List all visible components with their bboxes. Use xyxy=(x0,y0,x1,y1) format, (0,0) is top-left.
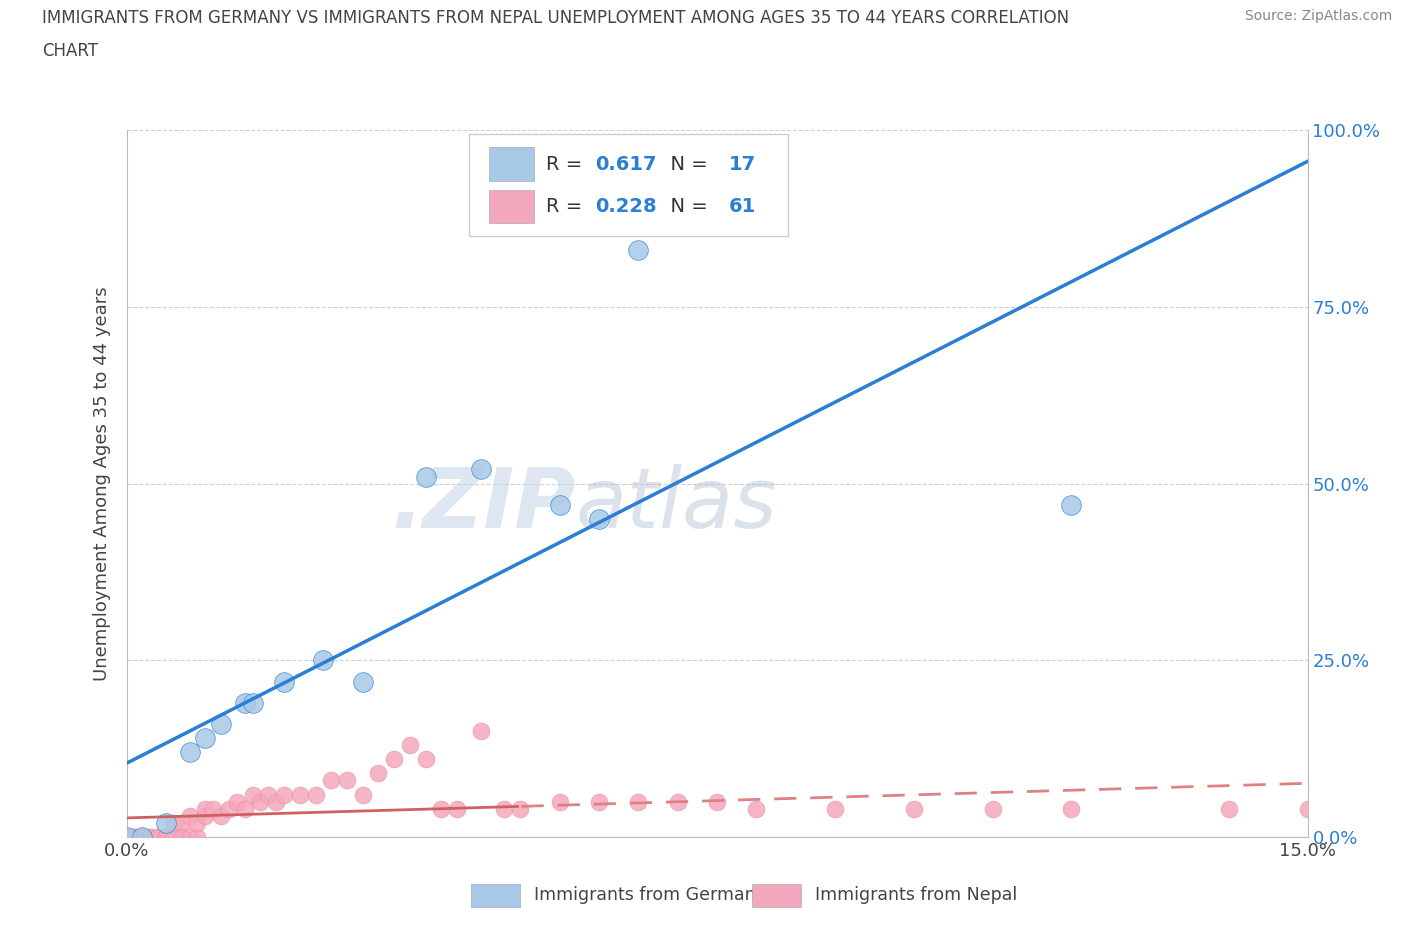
Point xyxy=(124,830,146,844)
Point xyxy=(1296,802,1319,817)
Text: N =: N = xyxy=(658,154,714,174)
Point xyxy=(202,802,225,817)
Point xyxy=(288,787,311,802)
Text: atlas: atlas xyxy=(575,464,778,545)
Point xyxy=(179,745,201,760)
Point xyxy=(209,716,232,731)
Point xyxy=(548,794,571,809)
Point xyxy=(194,808,217,823)
Point xyxy=(415,469,437,484)
Text: 0.617: 0.617 xyxy=(595,154,657,174)
Point xyxy=(627,794,650,809)
Point xyxy=(304,787,326,802)
Point xyxy=(131,830,153,844)
Point xyxy=(321,773,343,788)
Point xyxy=(115,830,138,844)
Text: 17: 17 xyxy=(728,154,756,174)
Point xyxy=(1060,802,1083,817)
Point xyxy=(131,830,153,844)
Point xyxy=(470,724,492,738)
Text: Source: ZipAtlas.com: Source: ZipAtlas.com xyxy=(1244,9,1392,23)
Point xyxy=(233,802,256,817)
Point xyxy=(627,243,650,258)
Point xyxy=(155,830,177,844)
FancyBboxPatch shape xyxy=(470,134,787,236)
Text: 0.228: 0.228 xyxy=(595,197,657,216)
Point xyxy=(233,696,256,711)
Text: .ZIP: .ZIP xyxy=(391,464,575,545)
Point xyxy=(1060,498,1083,512)
Point xyxy=(824,802,846,817)
Point xyxy=(509,802,531,817)
Text: Immigrants from Nepal: Immigrants from Nepal xyxy=(815,885,1018,904)
Point xyxy=(367,766,389,781)
Point xyxy=(446,802,468,817)
Point xyxy=(139,830,162,844)
Point xyxy=(131,830,153,844)
Point xyxy=(249,794,271,809)
Point xyxy=(706,794,728,809)
Point xyxy=(155,816,177,830)
FancyBboxPatch shape xyxy=(489,190,534,223)
Point xyxy=(170,830,193,844)
Point xyxy=(131,830,153,844)
Point xyxy=(415,751,437,766)
Point xyxy=(115,830,138,844)
Point xyxy=(1218,802,1240,817)
Point xyxy=(312,653,335,668)
Point xyxy=(194,802,217,817)
Point xyxy=(225,794,247,809)
Point xyxy=(264,794,287,809)
Point xyxy=(209,808,232,823)
Point xyxy=(588,512,610,526)
Point xyxy=(146,830,169,844)
Point xyxy=(155,830,177,844)
Text: 61: 61 xyxy=(728,197,756,216)
Point xyxy=(146,830,169,844)
Point xyxy=(139,830,162,844)
Text: IMMIGRANTS FROM GERMANY VS IMMIGRANTS FROM NEPAL UNEMPLOYMENT AMONG AGES 35 TO 4: IMMIGRANTS FROM GERMANY VS IMMIGRANTS FR… xyxy=(42,9,1070,27)
Point xyxy=(588,794,610,809)
Point xyxy=(273,787,295,802)
Point xyxy=(242,787,264,802)
Text: N =: N = xyxy=(658,197,714,216)
Point xyxy=(382,751,405,766)
Point xyxy=(399,737,422,752)
Point xyxy=(470,462,492,477)
Text: Immigrants from Germany: Immigrants from Germany xyxy=(534,885,766,904)
Point xyxy=(257,787,280,802)
Point xyxy=(273,674,295,689)
Point xyxy=(745,802,768,817)
Point xyxy=(903,802,925,817)
Text: CHART: CHART xyxy=(42,42,98,60)
Text: R =: R = xyxy=(546,154,588,174)
Point xyxy=(186,816,208,830)
Point xyxy=(179,830,201,844)
Point xyxy=(124,830,146,844)
Point xyxy=(336,773,359,788)
Point xyxy=(124,830,146,844)
Point xyxy=(194,731,217,746)
Point xyxy=(170,816,193,830)
Point xyxy=(548,498,571,512)
Point xyxy=(186,830,208,844)
Point xyxy=(981,802,1004,817)
Point xyxy=(115,830,138,844)
Point xyxy=(218,802,240,817)
Point xyxy=(115,830,138,844)
FancyBboxPatch shape xyxy=(489,147,534,181)
Point xyxy=(352,674,374,689)
Point xyxy=(242,696,264,711)
Text: R =: R = xyxy=(546,197,588,216)
Point xyxy=(179,808,201,823)
Y-axis label: Unemployment Among Ages 35 to 44 years: Unemployment Among Ages 35 to 44 years xyxy=(93,286,111,681)
Point xyxy=(163,816,186,830)
Point xyxy=(430,802,453,817)
Point xyxy=(163,830,186,844)
Point xyxy=(666,794,689,809)
Point xyxy=(494,802,516,817)
Point xyxy=(352,787,374,802)
